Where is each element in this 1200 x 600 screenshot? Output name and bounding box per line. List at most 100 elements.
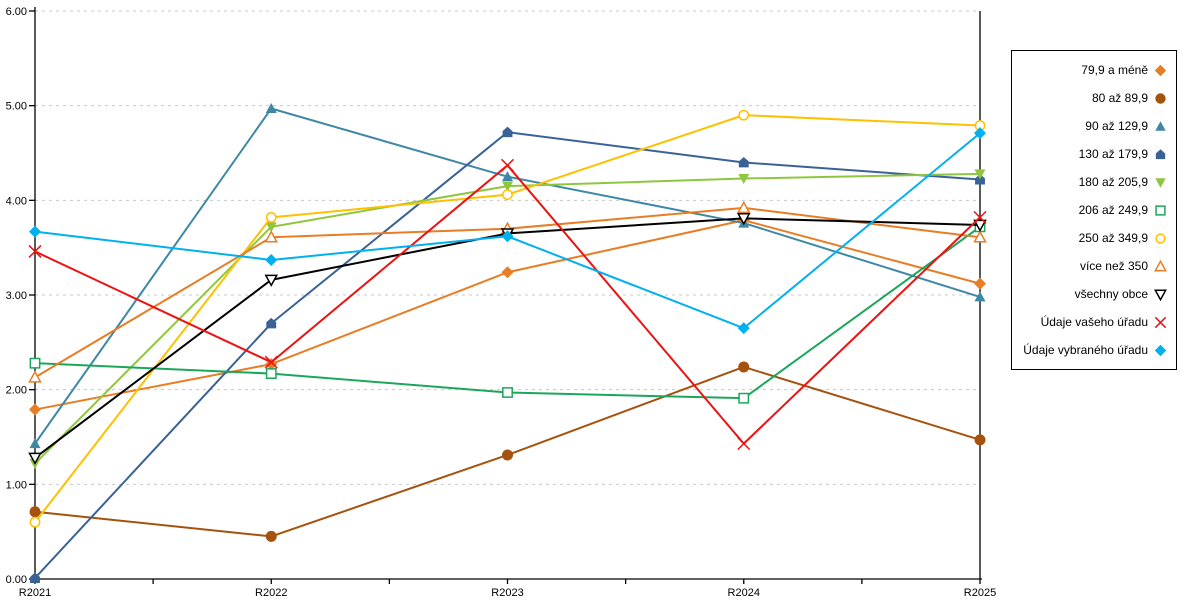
series-marker-circle-open bbox=[29, 516, 41, 528]
legend-marker-diamond-filled-icon bbox=[1154, 64, 1167, 76]
series-marker-triangle-down-open bbox=[1154, 288, 1167, 301]
series-marker-triangle-down-open bbox=[736, 213, 751, 226]
series-marker-triangle-up-open bbox=[973, 230, 987, 243]
legend-item: Údaje vybraného úřadu bbox=[1016, 343, 1168, 358]
series-marker-circle-filled bbox=[1155, 92, 1166, 104]
series-marker-triangle-up-filled bbox=[265, 103, 277, 114]
legend-marker-square-open-icon bbox=[1155, 204, 1166, 216]
series-marker-x-icon bbox=[28, 244, 42, 258]
series-marker-square-open bbox=[502, 387, 513, 398]
legend-marker-triangle-down-filled-icon bbox=[1155, 177, 1166, 188]
series-marker-diamond-filled bbox=[265, 253, 278, 266]
series-marker-diamond-filled bbox=[1154, 344, 1167, 356]
legend-label: Údaje vybraného úřadu bbox=[1023, 343, 1148, 357]
series-marker-x-icon bbox=[973, 210, 987, 224]
legend-marker-diamond-filled-icon bbox=[1154, 344, 1167, 356]
series-marker-circle-open bbox=[738, 109, 750, 121]
legend-item: 206 až 249,9 bbox=[1016, 203, 1168, 218]
legend-item: 90 až 129,9 bbox=[1016, 119, 1168, 134]
series-marker-diamond-filled bbox=[737, 322, 750, 335]
legend-item: více než 350 bbox=[1016, 259, 1168, 274]
series-marker-triangle-up-open bbox=[264, 230, 279, 243]
series-marker-circle-filled bbox=[29, 506, 41, 518]
series-marker-diamond-filled bbox=[29, 225, 41, 238]
series-marker-triangle-down-filled bbox=[738, 174, 750, 185]
legend-marker-x-icon bbox=[1154, 316, 1167, 328]
x-axis-tick-label: R2022 bbox=[255, 587, 287, 599]
series-marker-circle-filled bbox=[502, 449, 513, 461]
series-marker-x-icon bbox=[737, 437, 751, 451]
legend-label: 180 až 205,9 bbox=[1078, 175, 1148, 189]
series-marker-triangle-up-filled bbox=[974, 291, 986, 302]
y-axis-tick-label: 2.00 bbox=[6, 385, 27, 397]
y-axis-tick-label: 3.00 bbox=[6, 290, 27, 302]
legend-item: 130 až 179,9 bbox=[1016, 147, 1168, 162]
legend-label: 90 až 129,9 bbox=[1085, 119, 1148, 133]
series-marker-circle-open bbox=[265, 211, 277, 223]
series-marker-triangle-down-filled bbox=[974, 169, 986, 180]
legend-marker-triangle-up-open-icon bbox=[1154, 259, 1167, 272]
series-marker-triangle-down-open bbox=[28, 452, 42, 465]
series-marker-triangle-down-filled bbox=[265, 222, 277, 233]
series-marker-square-open bbox=[29, 357, 41, 369]
series-marker-diamond-filled bbox=[1154, 64, 1167, 76]
series-marker-x-icon bbox=[1154, 316, 1167, 328]
series-marker-triangle-up-open bbox=[1154, 259, 1167, 272]
series-marker-square-open bbox=[738, 392, 750, 404]
y-axis-tick-label: 4.00 bbox=[6, 195, 27, 207]
series-marker-pentagon-filled bbox=[1155, 148, 1166, 159]
series-marker-triangle-up-open bbox=[736, 200, 751, 214]
legend-label: 80 až 89,9 bbox=[1091, 91, 1148, 105]
series-marker-triangle-down-open bbox=[264, 274, 279, 287]
series-marker-circle-open bbox=[502, 189, 513, 201]
series-marker-x-icon bbox=[500, 158, 515, 172]
series-marker-triangle-down-open bbox=[973, 219, 987, 233]
legend-item: Údaje vašeho úřadu bbox=[1016, 315, 1168, 330]
y-axis-tick-label: 0.00 bbox=[6, 574, 27, 586]
legend-marker-circle-open-icon bbox=[1155, 232, 1166, 244]
series-marker-triangle-down-filled bbox=[502, 181, 513, 192]
legend-marker-circle-filled-icon bbox=[1155, 92, 1166, 104]
series-marker-diamond-filled bbox=[501, 266, 514, 279]
y-axis-tick-label: 5.00 bbox=[6, 101, 27, 113]
series-marker-pentagon-filled bbox=[266, 317, 277, 329]
series-marker-triangle-up-filled bbox=[29, 438, 41, 449]
legend-label: 130 až 179,9 bbox=[1078, 147, 1148, 161]
legend: 79,9 a méně 80 až 89,9 90 až 129,9 130 až 1… bbox=[1011, 50, 1177, 370]
series-marker-x-icon bbox=[264, 355, 278, 369]
series-marker-circle-filled bbox=[974, 434, 986, 446]
legend-marker-pentagon-filled-icon bbox=[1155, 148, 1166, 159]
legend-label: všechny obce bbox=[1074, 287, 1148, 301]
legend-item: všechny obce bbox=[1016, 287, 1168, 302]
series-marker-triangle-up-filled bbox=[1155, 120, 1166, 131]
series-marker-circle-filled bbox=[265, 530, 277, 542]
series-marker-pentagon-filled bbox=[738, 156, 749, 168]
series-marker-triangle-up-filled bbox=[502, 171, 513, 182]
legend-item: 80 až 89,9 bbox=[1016, 91, 1168, 106]
x-axis-tick-label: R2021 bbox=[19, 587, 51, 599]
x-axis-tick-label: R2023 bbox=[491, 587, 523, 599]
legend-item: 250 až 349,9 bbox=[1016, 231, 1168, 246]
y-axis-tick-label: 6.00 bbox=[6, 6, 27, 18]
y-axis-tick-label: 1.00 bbox=[6, 479, 27, 491]
x-axis-tick-label: R2025 bbox=[964, 587, 996, 599]
series-marker-circle-open bbox=[1155, 232, 1166, 244]
series-marker-triangle-down-filled bbox=[1155, 177, 1166, 188]
legend-marker-triangle-up-filled-icon bbox=[1155, 120, 1166, 131]
series-marker-diamond-filled bbox=[29, 403, 41, 416]
legend-label: 79,9 a méně bbox=[1081, 63, 1148, 77]
x-axis-tick-label: R2024 bbox=[728, 587, 760, 599]
series-marker-diamond-filled bbox=[974, 277, 986, 290]
legend-label: Údaje vašeho úřadu bbox=[1040, 315, 1148, 329]
series-marker-diamond-filled bbox=[974, 127, 986, 140]
series-marker-pentagon-filled bbox=[30, 572, 40, 584]
legend-item: 79,9 a méně bbox=[1016, 63, 1168, 78]
series-marker-triangle-up-open bbox=[28, 370, 42, 383]
legend-label: 206 až 249,9 bbox=[1078, 203, 1148, 217]
series-marker-circle-filled bbox=[738, 361, 750, 373]
legend-item: 180 až 205,9 bbox=[1016, 175, 1168, 190]
series-marker-square-open bbox=[1155, 204, 1166, 216]
legend-marker-triangle-down-open-icon bbox=[1154, 288, 1167, 301]
